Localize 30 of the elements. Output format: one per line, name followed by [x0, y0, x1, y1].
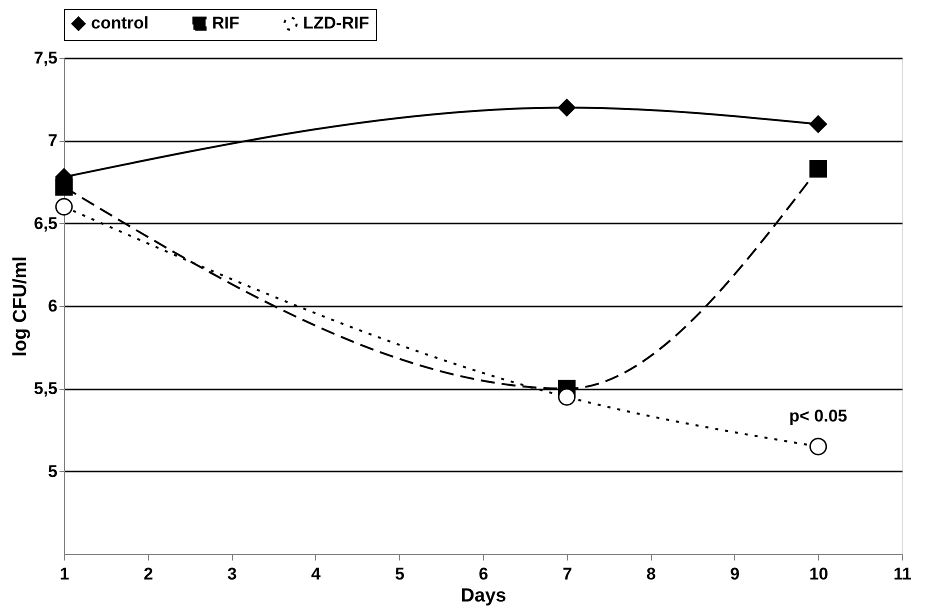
x-tick-label: 4 — [311, 564, 322, 584]
x-tick-label: 8 — [646, 564, 656, 584]
point — [55, 178, 73, 196]
x-tick-label: 7 — [562, 564, 572, 584]
x-tick-label: 6 — [478, 564, 488, 584]
y-tick-label: 6 — [48, 296, 58, 316]
point — [55, 198, 73, 216]
point — [809, 160, 828, 178]
x-tick-label: 1 — [60, 564, 70, 584]
legend-label: control — [91, 14, 149, 33]
point — [558, 388, 576, 406]
legend-label: RIF — [212, 14, 240, 33]
x-tick-label: 10 — [809, 564, 828, 584]
x-axis-title: Days — [460, 586, 506, 606]
x-tick-label: 9 — [730, 564, 740, 584]
y-tick-label: 7 — [48, 131, 58, 150]
y-tick-label: 7,5 — [34, 48, 58, 68]
y-axis-title: log CFU/ml — [10, 256, 31, 357]
x-tick-label: 3 — [227, 564, 237, 584]
annotation: p< 0.05 — [789, 406, 848, 426]
x-tick-label: 5 — [394, 564, 404, 584]
y-tick-label: 5,5 — [34, 379, 58, 398]
legend-label: LZD-RIF — [303, 14, 370, 33]
y-tick-label: 5 — [48, 462, 58, 481]
x-tick-label: 2 — [144, 564, 154, 584]
x-tick-label: 11 — [894, 564, 912, 584]
point — [809, 438, 828, 456]
point — [558, 98, 576, 116]
point — [809, 115, 828, 133]
y-tick-label: 6,5 — [34, 214, 58, 233]
